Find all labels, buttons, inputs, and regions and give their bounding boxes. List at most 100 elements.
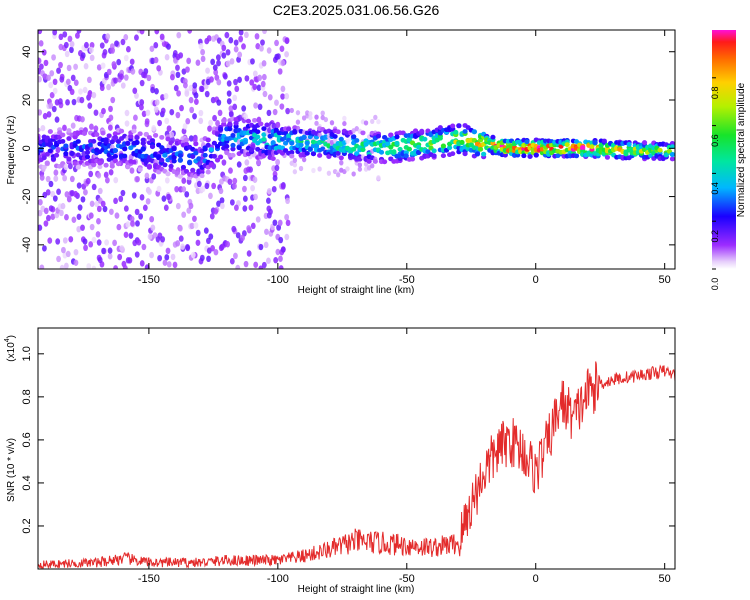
heatmap-cell (156, 65, 162, 72)
heatmap-cell (360, 130, 366, 136)
heatmap-cell (104, 177, 110, 184)
heatmap-cell (163, 92, 169, 100)
heatmap-cell (97, 187, 103, 195)
heatmap-cell (187, 159, 193, 165)
heatmap-cell (209, 213, 215, 220)
heatmap-cell (146, 74, 152, 82)
heatmap-cell (289, 149, 295, 155)
heatmap-cell (196, 180, 202, 188)
heatmap-cell (53, 175, 59, 182)
heatmap-cell (311, 167, 316, 174)
heatmap-cell (44, 151, 50, 157)
heatmap-cell (73, 259, 79, 266)
heatmap-cell (666, 148, 672, 154)
heatmap-cell (363, 120, 369, 126)
heatmap-cell (147, 233, 153, 240)
heatmap-cell (125, 46, 131, 53)
heatmap-cell (235, 264, 241, 269)
heatmap-cell (185, 66, 190, 73)
heatmap-cell (152, 232, 158, 239)
heatmap-cell (122, 153, 128, 159)
heatmap-cell (93, 109, 99, 116)
heatmap-cell (253, 261, 259, 268)
heatmap-cell (62, 174, 68, 182)
heatmap-cell (234, 204, 239, 211)
heatmap-cell (221, 52, 227, 59)
heatmap-cell (134, 139, 140, 145)
heatmap-cell (351, 134, 357, 140)
heatmap-cell (228, 167, 233, 174)
heatmap-cell (573, 153, 580, 159)
heatmap-cell (391, 149, 397, 154)
heatmap-cell (107, 247, 113, 254)
heatmap-cell (103, 171, 109, 179)
heatmap-cell (192, 82, 198, 89)
heatmap-cell (199, 85, 205, 93)
heatmap-cell (134, 251, 140, 258)
heatmap-cell (43, 207, 49, 215)
heatmap-cell (490, 134, 496, 140)
heatmap-cell (172, 261, 178, 269)
heatmap-cell (275, 121, 281, 129)
heatmap-cell (256, 159, 261, 166)
heatmap-cell (41, 155, 47, 161)
heatmap-cell (244, 75, 250, 82)
heatmap-cell (96, 64, 102, 71)
heatmap-cell (65, 250, 71, 258)
heatmap-cell (50, 156, 57, 162)
heatmap-cell (376, 119, 381, 125)
heatmap-cell (216, 79, 222, 86)
heatmap-cell (79, 96, 85, 104)
heatmap-cell (370, 118, 375, 125)
heatmap-cell (120, 82, 126, 89)
heatmap-cell (149, 251, 154, 259)
heatmap-cell (105, 33, 111, 40)
heatmap-cell (66, 136, 72, 141)
heatmap-cell (164, 254, 170, 261)
heatmap-cell (53, 152, 60, 158)
heatmap-cell (112, 239, 118, 247)
heatmap-cell (165, 247, 171, 255)
snr-y-tick-label: 0.4 (21, 475, 33, 490)
heatmap-cell (91, 265, 97, 269)
heatmap-cell (139, 260, 145, 267)
heatmap-cell (63, 41, 69, 49)
heatmap-cell (298, 165, 304, 172)
heatmap-cell (39, 264, 45, 269)
heatmap-cell (326, 170, 332, 176)
heatmap-cell (48, 205, 54, 212)
heatmap-cell (259, 45, 264, 52)
heatmap-cell (64, 191, 70, 198)
heatmap-cell (103, 139, 109, 144)
svg-text:(x104): (x104) (4, 335, 17, 362)
heatmap-cell (229, 199, 235, 206)
heatmap-cell (254, 33, 260, 40)
heatmap-cell (43, 59, 49, 67)
heatmap-cell (229, 258, 235, 265)
heatmap-cell (123, 231, 129, 238)
heatmap-cell (185, 118, 191, 125)
heatmap-cell (236, 161, 242, 168)
heatmap-cell (180, 164, 187, 170)
heatmap-cell (388, 132, 394, 138)
heatmap-cell (97, 164, 103, 170)
heatmap-cell (89, 54, 95, 62)
heatmap-cell (147, 188, 152, 195)
heatmap-cell (304, 140, 310, 146)
heatmap-cell (55, 238, 61, 245)
heatmap-cell (71, 98, 77, 106)
heatmap-cell (227, 126, 233, 132)
heatmap-cell (267, 94, 273, 101)
heatmap-cell (301, 134, 307, 140)
heatmap-cell (232, 94, 238, 102)
heatmap-cell (440, 143, 447, 149)
heatmap-cell (159, 33, 165, 41)
heatmap-cell (431, 148, 437, 154)
heatmap-cell (216, 200, 221, 207)
heatmap-cell (222, 73, 228, 80)
heatmap-cell (453, 129, 459, 135)
heatmap-cell (304, 150, 310, 156)
heatmap-cell (189, 106, 195, 114)
heatmap-cell (360, 147, 366, 153)
heatmap-cell (170, 73, 175, 81)
